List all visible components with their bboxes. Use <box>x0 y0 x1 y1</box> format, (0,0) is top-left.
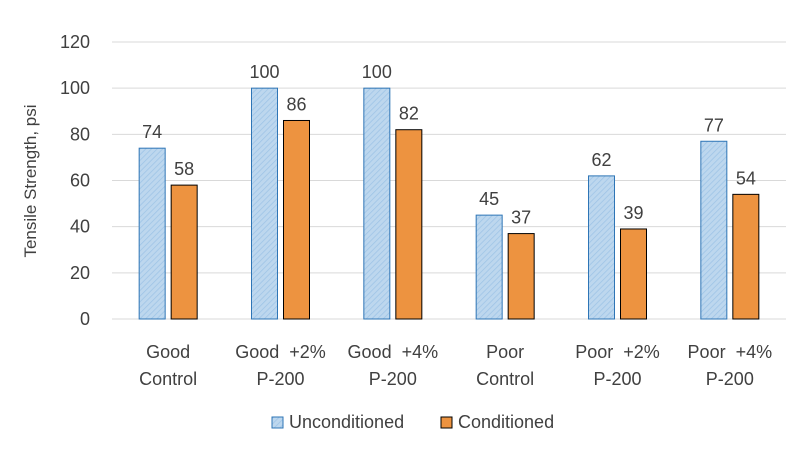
bar-unconditioned-3 <box>475 214 503 320</box>
data-label-conditioned: 58 <box>174 159 194 179</box>
bar-conditioned-0 <box>170 184 198 320</box>
category-label: P-200 <box>593 369 641 389</box>
y-tick-label: 120 <box>60 32 90 52</box>
bar-unconditioned-2 <box>363 87 391 320</box>
category-label: Poor <box>486 342 524 362</box>
y-tick-label: 0 <box>80 309 90 329</box>
y-axis-ticks: 0 20 40 60 80 100 120 <box>60 32 90 329</box>
data-label-conditioned: 86 <box>286 94 306 114</box>
bar-conditioned-4 <box>620 228 647 320</box>
legend-label-conditioned: Conditioned <box>458 412 554 432</box>
gridlines <box>112 41 786 320</box>
category-label: Control <box>139 369 197 389</box>
legend-swatch-conditioned <box>440 416 453 429</box>
bar-conditioned-2 <box>395 129 423 320</box>
category-label: Good +4% <box>348 342 439 362</box>
y-tick-label: 20 <box>70 263 90 283</box>
legend-swatch-unconditioned <box>271 416 284 429</box>
data-labels: 74 58 100 86 100 82 45 37 62 39 77 54 <box>142 62 756 227</box>
y-axis-title: Tensile Strength, psi <box>21 104 40 257</box>
y-tick-label: 100 <box>60 78 90 98</box>
bar-unconditioned-0 <box>138 147 166 320</box>
data-label-conditioned: 39 <box>623 203 643 223</box>
category-label: P-200 <box>256 369 304 389</box>
category-label: Good +2% <box>235 342 326 362</box>
category-label: P-200 <box>369 369 417 389</box>
data-label-conditioned: 37 <box>511 208 531 228</box>
x-axis-categories: Good Control Good +2% P-200 Good +4% P-200 Poo… <box>139 342 772 389</box>
bar-unconditioned-1 <box>251 87 278 320</box>
data-label-unconditioned: 77 <box>704 115 724 135</box>
bar-unconditioned-5 <box>700 140 728 320</box>
legend: Unconditioned Conditioned <box>271 412 554 432</box>
bar-conditioned-5 <box>732 193 760 320</box>
data-label-unconditioned: 45 <box>479 189 499 209</box>
category-label: Control <box>476 369 534 389</box>
data-label-unconditioned: 74 <box>142 122 162 142</box>
y-tick-label: 80 <box>70 124 90 144</box>
category-label: Poor +2% <box>575 342 660 362</box>
y-tick-label: 60 <box>70 171 90 191</box>
data-label-conditioned: 54 <box>736 168 756 188</box>
data-label-unconditioned: 100 <box>249 62 279 82</box>
data-label-unconditioned: 62 <box>591 150 611 170</box>
data-label-conditioned: 82 <box>399 104 419 124</box>
bar-conditioned-1 <box>283 119 310 320</box>
bar-unconditioned-4 <box>588 175 615 320</box>
bar-conditioned-3 <box>507 233 535 320</box>
bars <box>138 87 760 320</box>
category-label: Good <box>146 342 190 362</box>
data-label-unconditioned: 100 <box>362 62 392 82</box>
y-tick-label: 40 <box>70 217 90 237</box>
legend-label-unconditioned: Unconditioned <box>289 412 404 432</box>
category-label: Poor +4% <box>688 342 773 362</box>
category-label: P-200 <box>706 369 754 389</box>
